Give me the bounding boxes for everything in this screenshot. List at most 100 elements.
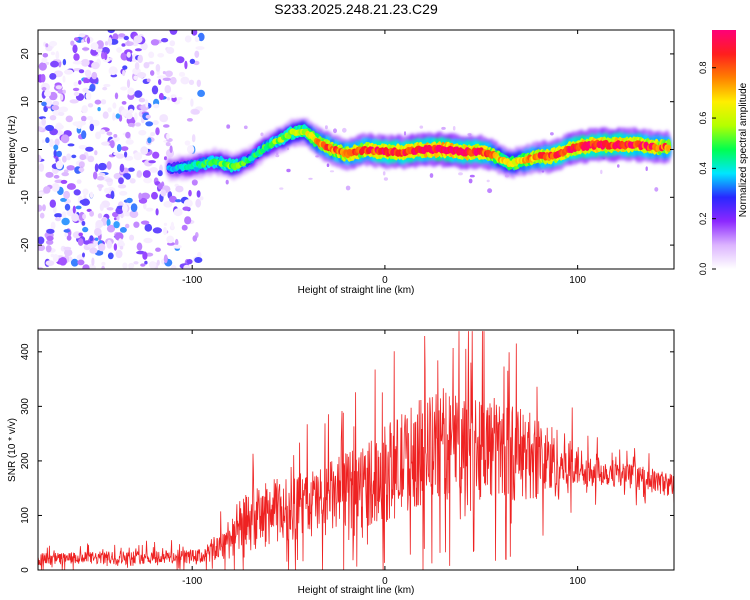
noise-blob: [60, 134, 70, 144]
noise-blob: [169, 195, 177, 203]
noise-blob: [102, 111, 109, 119]
noise-blob: [127, 122, 135, 127]
noise-blob: [85, 146, 94, 152]
noise-blob: [184, 140, 191, 146]
noise-blob: [99, 203, 104, 211]
noise-blob: [617, 164, 620, 168]
noise-blob: [101, 261, 106, 266]
noise-blob: [133, 221, 140, 228]
noise-blob: [188, 79, 195, 86]
noise-blob: [126, 79, 131, 89]
noise-blob: [106, 240, 113, 249]
noise-blob: [134, 112, 138, 122]
noise-blob: [452, 126, 456, 131]
noise-blob: [116, 144, 122, 152]
noise-blob: [128, 108, 134, 114]
noise-blob: [40, 73, 46, 83]
noise-blob: [143, 237, 153, 244]
noise-blob: [286, 168, 291, 173]
noise-blob: [107, 30, 115, 34]
noise-blob: [117, 184, 127, 189]
noise-blob: [140, 263, 146, 267]
noise-blob: [123, 173, 130, 178]
noise-blob: [157, 170, 163, 177]
noise-blob: [342, 127, 347, 133]
noise-blob: [190, 98, 194, 107]
noise-blob: [49, 73, 57, 80]
noise-blob: [86, 116, 93, 121]
noise-blob: [46, 235, 54, 241]
noise-blob: [166, 47, 175, 54]
noise-blob: [72, 87, 80, 92]
noise-blob: [197, 89, 206, 97]
noise-blob: [243, 125, 248, 130]
ridge-cell: [666, 144, 672, 152]
noise-blob: [142, 251, 148, 260]
noise-blob: [163, 124, 170, 128]
noise-blob: [170, 221, 175, 230]
noise-blob: [163, 226, 167, 236]
noise-blob: [107, 37, 113, 46]
noise-blob: [169, 30, 178, 35]
noise-blob: [42, 204, 46, 212]
noise-blob: [188, 189, 192, 197]
noise-blob: [134, 62, 140, 70]
noise-blob: [113, 217, 117, 221]
noise-blob: [87, 243, 97, 248]
noise-blob: [63, 229, 71, 233]
noise-blob: [72, 205, 76, 214]
noise-blob: [122, 65, 128, 70]
noise-blob: [94, 163, 99, 172]
noise-blob: [80, 58, 90, 67]
noise-blob: [71, 154, 77, 159]
noise-blob: [123, 35, 129, 41]
noise-blob: [103, 52, 108, 61]
noise-blob: [55, 217, 62, 222]
noise-blob: [82, 213, 87, 220]
noise-blob: [469, 174, 475, 178]
noise-blob: [116, 47, 122, 53]
noise-blob: [51, 182, 60, 192]
colorbar-tick-label: 0.4: [698, 162, 708, 175]
noise-blob: [329, 170, 335, 173]
noise-blob: [138, 192, 143, 200]
noise-blob: [96, 184, 104, 189]
noise-blob: [59, 94, 64, 101]
noise-blob: [79, 154, 87, 161]
noise-blob: [156, 259, 160, 266]
noise-blob: [129, 234, 135, 241]
noise-blob: [114, 92, 119, 100]
snr-xtick-label: 0: [382, 576, 388, 587]
noise-blob: [54, 138, 60, 147]
noise-blob: [144, 260, 148, 265]
noise-blob: [119, 227, 127, 233]
noise-blob: [173, 208, 183, 217]
noise-blob: [63, 169, 69, 173]
noise-blob: [82, 87, 90, 93]
snr-ytick-label: 400: [20, 343, 31, 360]
snr-ytick-label: 300: [20, 398, 31, 415]
noise-blob: [95, 220, 104, 229]
spectrogram-xtick-label: 100: [569, 275, 586, 286]
noise-blob: [177, 96, 183, 101]
snr-ylabel: SNR (10 * v/v): [7, 418, 18, 482]
noise-blob: [195, 46, 205, 50]
noise-blob: [110, 140, 115, 149]
noise-blob: [383, 177, 388, 181]
noise-blob: [64, 232, 69, 238]
noise-blob: [104, 41, 109, 46]
noise-blob: [66, 153, 72, 161]
noise-blob: [225, 179, 229, 185]
noise-blob: [41, 57, 48, 63]
noise-blob: [115, 113, 121, 119]
noise-blob: [49, 40, 58, 47]
noise-blob: [106, 207, 114, 211]
noise-blob: [38, 154, 42, 163]
colorbar-axis: 0.0 0.2 0.4 0.6 0.8: [698, 61, 716, 275]
noise-blob: [125, 131, 131, 139]
noise-blob: [487, 188, 493, 194]
noise-blob: [65, 115, 74, 123]
noise-blob: [107, 252, 114, 260]
noise-blob: [66, 165, 75, 171]
